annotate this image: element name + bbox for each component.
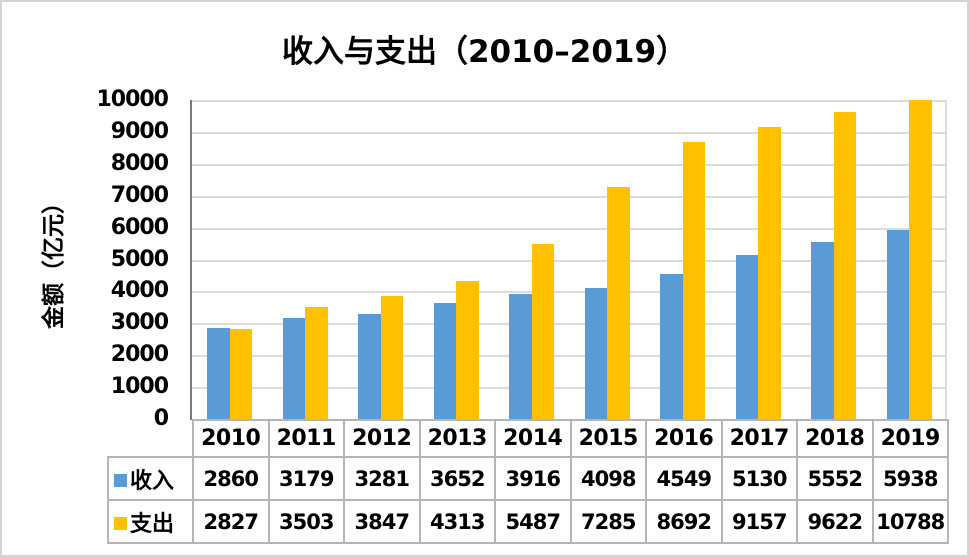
year-column-header: 2011 xyxy=(267,419,345,458)
expense-value-2012: 3847 xyxy=(343,499,421,544)
years-header-row: 2010 2011 2012 2013 2014 2015 2016 2017 2018 2019 xyxy=(108,419,949,458)
income-value-2019: 5938 xyxy=(871,456,949,501)
expense-value-2019: 10788 xyxy=(871,499,949,544)
gridline-3000 xyxy=(192,323,945,326)
y-tick-6000: 6000 xyxy=(110,214,169,240)
year-column-header: 2014 xyxy=(494,419,572,458)
expense-value-2010: 2827 xyxy=(192,499,270,544)
income-value-2016: 4549 xyxy=(645,456,723,501)
expense-series-label: 支出 xyxy=(130,511,175,537)
expense-bar-2010 xyxy=(229,328,253,419)
expense-value-2015: 7285 xyxy=(569,499,647,544)
expense-table-row: 支出 2827 3503 3847 4313 5487 7285 8692 9157 9622 10… xyxy=(107,499,949,544)
income-bar-2017 xyxy=(735,255,759,419)
income-bar-2018 xyxy=(811,241,834,419)
expense-bar-2015 xyxy=(607,186,630,419)
expense-bar-2017 xyxy=(758,126,781,419)
income-legend-swatch-icon xyxy=(114,473,127,487)
income-bar-2019 xyxy=(886,229,910,419)
y-tick-4000: 4000 xyxy=(110,278,169,304)
gridline-10000 xyxy=(192,100,945,102)
gridline-8000 xyxy=(192,163,945,166)
income-bar-2016 xyxy=(660,273,683,419)
expense-value-2018: 9622 xyxy=(796,499,874,544)
y-tick-9000: 9000 xyxy=(110,118,169,144)
year-column-header: 2012 xyxy=(343,419,421,458)
income-bar-2012 xyxy=(358,314,381,419)
income-bar-2011 xyxy=(282,317,306,419)
y-axis-line xyxy=(190,100,192,420)
year-column-header: 2016 xyxy=(645,419,723,458)
expense-row-header: 支出 xyxy=(107,499,194,544)
income-bar-2013 xyxy=(433,302,457,419)
y-tick-5000: 5000 xyxy=(110,246,169,272)
gridline-6000 xyxy=(192,227,945,230)
income-bar-2015 xyxy=(584,288,608,419)
expense-value-2011: 3503 xyxy=(267,499,345,544)
y-tick-7000: 7000 xyxy=(110,182,169,208)
y-tick-3000: 3000 xyxy=(110,310,169,336)
y-tick-0: 0 xyxy=(153,406,169,431)
expense-bar-2014 xyxy=(531,243,555,419)
gridline-4000 xyxy=(192,291,945,294)
expense-legend-swatch-icon xyxy=(114,516,127,530)
expense-bar-2019 xyxy=(909,100,932,419)
expense-value-2014: 5487 xyxy=(494,499,572,544)
year-column-header: 2018 xyxy=(796,419,874,458)
income-table-row: 收入 2860 3179 3281 3652 3916 4098 4549 5130 5552 59… xyxy=(107,456,949,501)
year-column-header: 2015 xyxy=(569,419,647,458)
income-value-2015: 4098 xyxy=(569,456,647,501)
income-bar-2014 xyxy=(509,294,532,419)
income-value-2018: 5552 xyxy=(796,456,874,501)
expense-bar-2016 xyxy=(682,141,706,419)
data-table: 2010 2011 2012 2013 2014 2015 2016 2017 2018 2019… xyxy=(107,419,949,544)
expense-bar-2012 xyxy=(380,296,404,419)
gridline-2000 xyxy=(192,355,945,358)
income-row-header: 收入 xyxy=(107,456,194,501)
income-value-2017: 5130 xyxy=(720,456,798,501)
year-column-header: 2013 xyxy=(418,419,496,458)
plot-area xyxy=(192,100,947,419)
y-tick-2000: 2000 xyxy=(110,342,169,368)
expense-bar-2011 xyxy=(305,307,328,419)
year-column-header: 2017 xyxy=(720,419,798,458)
y-tick-1000: 1000 xyxy=(110,374,169,400)
gridline-5000 xyxy=(192,259,945,262)
income-series-label: 收入 xyxy=(130,468,175,494)
expense-value-2013: 4313 xyxy=(418,499,496,544)
income-value-2014: 3916 xyxy=(494,456,572,501)
gridline-7000 xyxy=(192,195,945,198)
blank-corner-cell xyxy=(108,420,193,457)
income-value-2012: 3281 xyxy=(343,456,421,501)
gridline-9000 xyxy=(192,131,945,134)
y-tick-10000: 10000 xyxy=(96,87,169,112)
y-tick-8000: 8000 xyxy=(110,150,169,176)
year-column-header: 2010 xyxy=(192,419,270,458)
income-value-2013: 3652 xyxy=(418,456,496,501)
income-value-2011: 3179 xyxy=(267,456,345,501)
income-value-2010: 2860 xyxy=(192,456,270,501)
expense-value-2017: 9157 xyxy=(720,499,798,544)
chart-title: 收入与支出（2010–2019） xyxy=(281,34,688,70)
expense-bar-2018 xyxy=(833,112,857,419)
expense-value-2016: 8692 xyxy=(645,499,723,544)
income-bar-2010 xyxy=(207,327,230,419)
expense-bar-2013 xyxy=(456,281,479,419)
gridline-1000 xyxy=(192,387,945,390)
year-column-header: 2019 xyxy=(871,419,949,458)
